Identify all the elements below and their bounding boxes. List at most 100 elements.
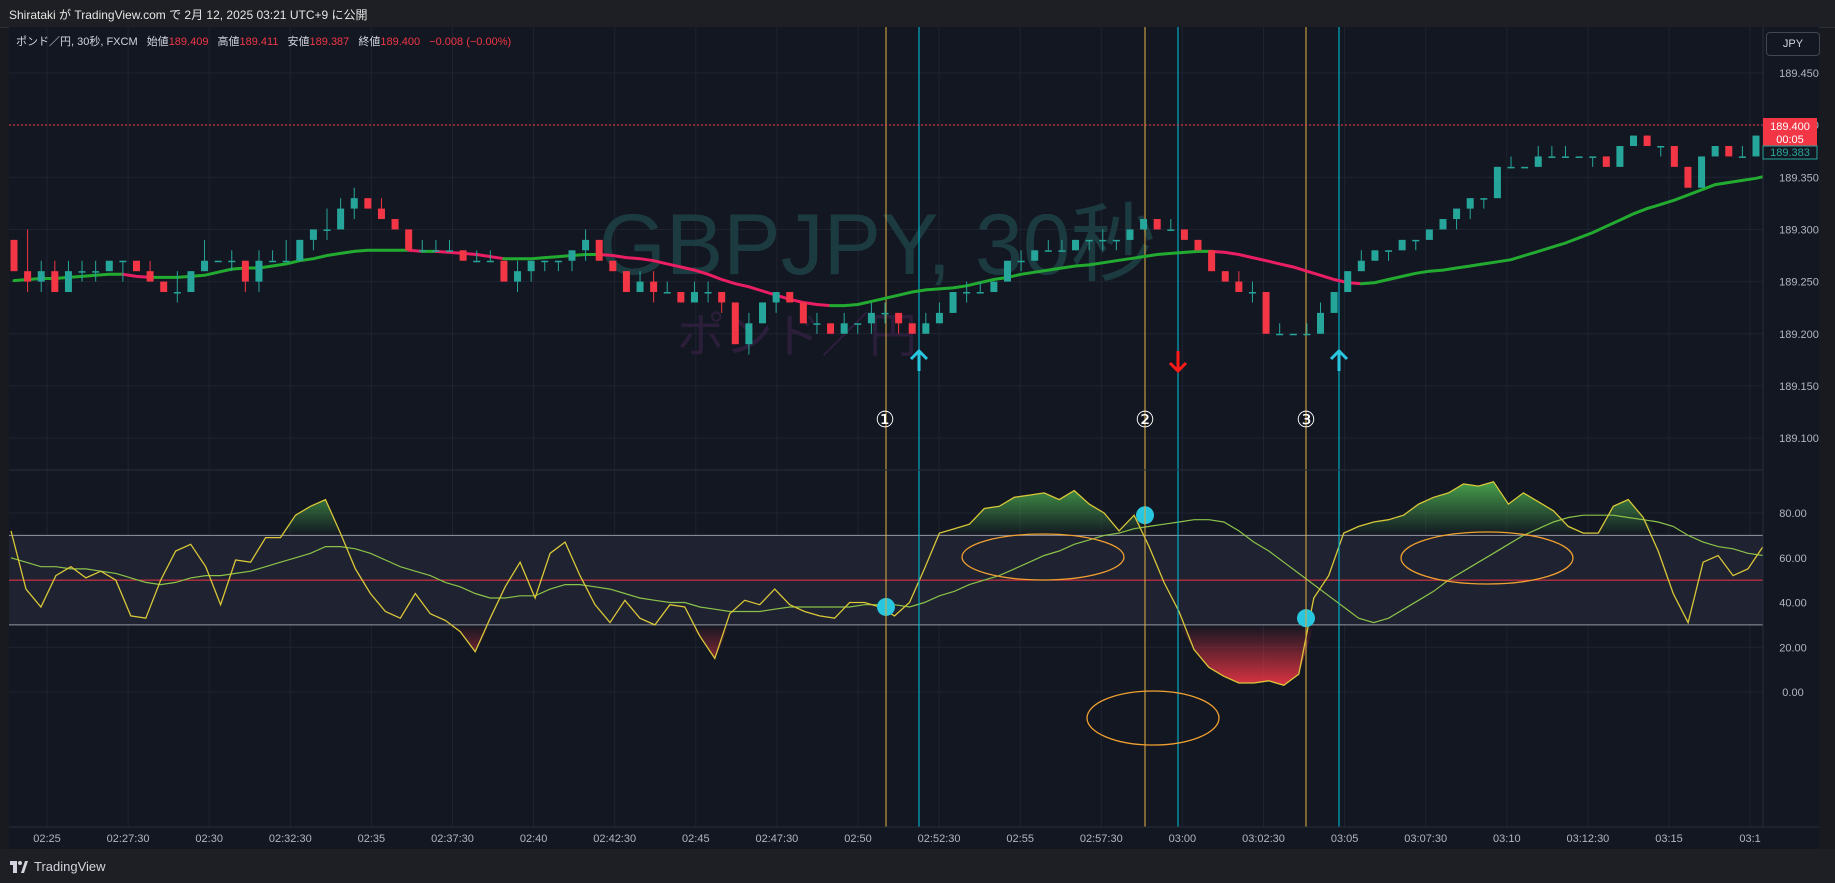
candle-body <box>459 250 467 261</box>
candle-body <box>1099 239 1107 242</box>
candle-body <box>119 260 127 263</box>
candle-body <box>786 292 794 303</box>
buy-arrow-1-icon <box>909 348 929 371</box>
candle-body <box>622 271 630 293</box>
annotation-marks: ① ② ③ <box>875 407 1316 432</box>
candle-body <box>677 292 685 303</box>
chart-canvas[interactable]: GBPJPY, 30秒 ポンド／円 ① ② ③ 189.450189.40018… <box>9 27 1819 849</box>
candle-body <box>1330 292 1338 313</box>
change-value: −0.008 (−0.00%) <box>429 36 512 48</box>
candle-body <box>1072 239 1080 251</box>
price-axis-bg <box>1763 27 1819 827</box>
open-label: 始値 <box>146 36 169 48</box>
symbol-label[interactable]: ポンド／円, 30秒, FXCM <box>16 36 138 48</box>
candle-body <box>1711 146 1719 157</box>
candle-body <box>1208 250 1216 272</box>
candle-body <box>949 292 957 313</box>
marker-3: ③ <box>1296 407 1316 432</box>
candle-body <box>745 323 753 345</box>
candle-body <box>772 292 780 303</box>
oscillator-axis[interactable]: 80.00 60.00 40.00 20.00 0.00 <box>1779 508 1807 699</box>
tradingview-logo[interactable]: TradingView <box>10 859 106 874</box>
time-tick-label: 02:50 <box>844 833 872 845</box>
candle-body <box>1575 156 1583 158</box>
candle-body <box>1412 239 1420 242</box>
candle-body <box>24 271 32 282</box>
candle-body <box>1616 146 1624 167</box>
candle-body <box>255 260 263 282</box>
candle-body <box>568 250 576 261</box>
candle-body <box>636 281 644 293</box>
candle-body <box>37 271 45 282</box>
marker-1: ① <box>875 407 895 432</box>
candle-body <box>1534 156 1542 167</box>
candle-body <box>1480 198 1488 200</box>
candle-body <box>976 292 984 294</box>
overbought-fill <box>11 481 1763 536</box>
candle-body <box>173 292 181 294</box>
candle-body <box>1044 250 1052 252</box>
candle-body <box>650 281 658 293</box>
footer: TradingView <box>0 849 1835 883</box>
candle-body <box>282 260 290 263</box>
time-tick-label: 02:32:30 <box>269 833 312 845</box>
price-axis[interactable]: 189.450 189.400 189.350 189.300 189.250 189.2… <box>1762 27 1819 827</box>
time-tick-label: 03:10 <box>1493 833 1521 845</box>
candle-body <box>350 198 358 209</box>
open-value: 189.409 <box>168 36 209 48</box>
time-tick-label: 03:12:30 <box>1566 833 1609 845</box>
price-badge: 189.400 00:05 189.383 <box>1762 118 1818 160</box>
candle-body <box>432 250 440 252</box>
marker-2: ② <box>1135 407 1155 432</box>
candle-body <box>1507 166 1515 169</box>
time-tick-label: 02:35 <box>358 833 386 845</box>
candle-body <box>704 292 712 294</box>
candle-body <box>1235 281 1243 293</box>
candle-body <box>1657 146 1665 148</box>
close-label: 終値 <box>358 36 381 48</box>
candle-body <box>323 229 331 231</box>
osc-tick-label: 60.00 <box>1779 553 1807 565</box>
chart-area[interactable]: GBPJPY, 30秒 ポンド／円 ① ② ③ 189.450189.40018… <box>9 27 1819 849</box>
time-tick-label: 02:37:30 <box>431 833 474 845</box>
publish-bar: Shirataki が TradingView.com で 2月 12, 202… <box>0 0 1835 28</box>
time-tick-label: 02:25 <box>33 833 61 845</box>
time-tick-label: 02:30 <box>195 833 223 845</box>
low-label: 安値 <box>287 36 310 48</box>
highlight-ellipse-3 <box>1400 531 1574 585</box>
candle-body <box>541 260 549 263</box>
watermark-subtitle: ポンド／円 <box>677 310 917 363</box>
price-tick-label: 189.150 <box>1779 381 1819 393</box>
price-badge-countdown: 00:05 <box>1776 134 1804 146</box>
candle-body <box>1670 146 1678 167</box>
candle-body <box>241 260 249 282</box>
candle-body <box>759 302 767 324</box>
price-badge-box <box>1763 118 1817 146</box>
time-tick-label: 02:40 <box>520 833 548 845</box>
candle-body <box>1371 250 1379 261</box>
signal-lines <box>885 27 1340 827</box>
time-tick-label: 02:55 <box>1006 833 1034 845</box>
currency-button[interactable]: JPY <box>1766 32 1820 56</box>
highlight-ellipse-1 <box>961 533 1125 581</box>
candle-body <box>1167 229 1175 231</box>
candle-body <box>1003 260 1011 282</box>
candle-body <box>718 292 726 303</box>
candle-body <box>269 260 277 263</box>
candle-body <box>1085 239 1093 242</box>
candle-body <box>1630 135 1638 147</box>
candle-body <box>187 271 195 293</box>
ma-segment <box>1210 249 1363 286</box>
candle-body <box>1398 239 1406 251</box>
candle-body <box>1521 166 1529 169</box>
time-axis-bg <box>9 827 1819 849</box>
time-axis[interactable]: 02:25 02:27:30 02:30 02:32:30 02:35 02:37:30 0… <box>9 826 1819 849</box>
ohlc-legend: ポンド／円, 30秒, FXCM 始値189.409 高値189.411 安値1… <box>16 33 511 49</box>
candle-body <box>1344 271 1352 293</box>
buy-arrow-2-icon-head <box>1329 348 1349 361</box>
oversold-fill <box>11 624 1763 686</box>
time-tick-label: 03:1 <box>1739 833 1760 845</box>
candle-body <box>1439 219 1447 230</box>
candle-body <box>1752 135 1760 157</box>
candle-body <box>609 260 617 272</box>
